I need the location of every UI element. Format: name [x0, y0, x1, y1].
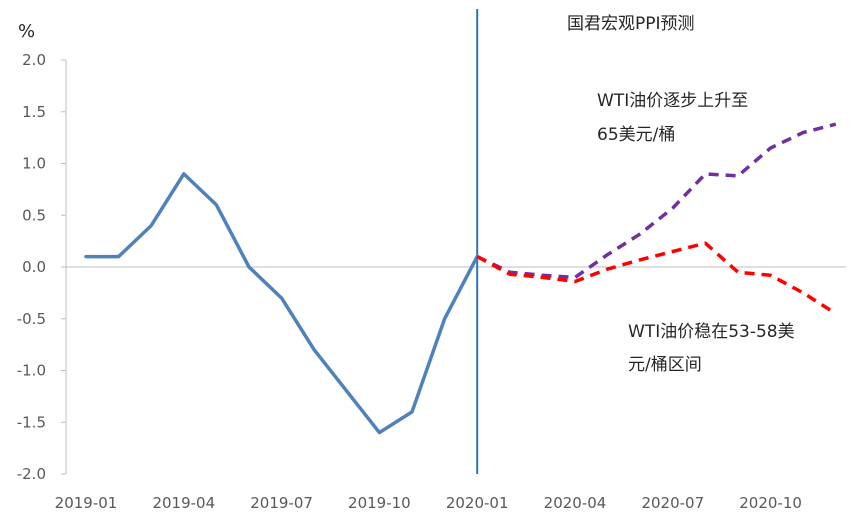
x-tick-label: 2019-01 — [55, 494, 118, 512]
y-axis-unit-label: % — [18, 21, 35, 42]
ppi-forecast-oil-stable-line — [476, 241, 837, 316]
series — [84, 122, 837, 435]
x-tick-label: 2019-10 — [348, 494, 411, 512]
y-tick-label: 1.0 — [22, 155, 46, 173]
purple-label-line-2: 65美元/桶 — [597, 125, 675, 145]
ppi-actual-line — [84, 172, 479, 435]
y-tick-label: 0.0 — [22, 258, 46, 276]
x-tick-label: 2020-07 — [641, 494, 704, 512]
x-tick-label: 2020-04 — [544, 494, 607, 512]
x-tick-label: 2020-10 — [739, 494, 802, 512]
forecast-label-line-1: 国君宏观PPI预测 — [567, 14, 695, 34]
annotations: 国君宏观PPI预测 WTI油价逐步上升至 65美元/桶 WTI油价稳在53-58美元/… — [567, 14, 795, 375]
y-tick-labels: 2.0 1.5 1.0 0.5 0.0 -0.5 -1.0 -1.5 -2.0 — [17, 51, 66, 483]
y-tick-label: -1.0 — [17, 362, 46, 380]
y-tick-label: 2.0 — [22, 51, 46, 69]
x-tick-label: 2019-04 — [152, 494, 215, 512]
axes — [65, 9, 846, 474]
y-tick-label: 1.5 — [22, 103, 46, 121]
y-tick-label: 0.5 — [22, 206, 46, 224]
y-tick-label: -2.0 — [17, 465, 46, 483]
x-tick-label: 2019-07 — [250, 494, 313, 512]
red-label-line-2: 元/桶区间 — [628, 355, 702, 375]
red-label-line-1: WTI油价稳在53-58美 — [628, 322, 795, 342]
purple-label-line-1: WTI油价逐步上升至 — [597, 91, 748, 111]
y-tick-label: -0.5 — [17, 310, 46, 328]
x-tick-labels: 2019-01 2019-04 2019-07 2019-10 2020-01 2020-… — [55, 494, 802, 512]
y-tick-label: -1.5 — [17, 413, 46, 431]
x-tick-label: 2020-01 — [446, 494, 509, 512]
